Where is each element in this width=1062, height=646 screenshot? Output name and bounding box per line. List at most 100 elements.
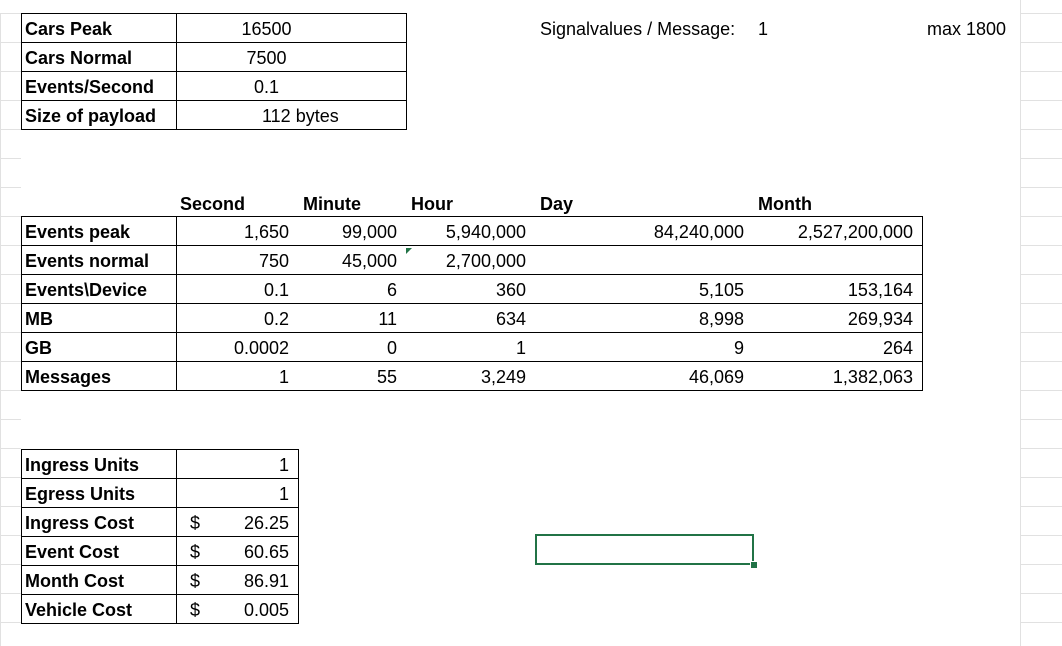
cost-value-ingress-cost[interactable]: 26.25 [243,513,289,533]
gridline-horizontal [0,245,21,246]
cell-events-peak-hour[interactable]: 5,940,000 [445,222,526,242]
cell-gb-hour[interactable]: 1 [515,338,526,358]
cost-label-event-cost[interactable]: Event Cost [25,542,120,562]
input-label-events-second[interactable]: Events/Second [25,77,155,97]
signal-value[interactable]: 1 [754,14,814,43]
cost-currency-vehicle-cost: $ [190,600,201,620]
cell-messages-second[interactable]: 1 [278,367,289,387]
gridline-horizontal [1020,332,1062,333]
input-label-payload-size[interactable]: Size of payload [25,106,157,126]
gridline-horizontal [1020,274,1062,275]
gridline-horizontal [1020,216,1062,217]
header-second[interactable]: Second [180,194,246,214]
cell-events-peak-minute[interactable]: 99,000 [341,222,397,242]
cell-events-device-minute[interactable]: 6 [386,280,397,300]
input-value-cars-normal[interactable]: 7500 [246,48,287,68]
gridline-horizontal [0,448,21,449]
gridline-horizontal [0,477,21,478]
cell-events-normal-hour[interactable]: 2,700,000 [445,251,526,271]
gridline-horizontal [1020,477,1062,478]
input-value-events-second[interactable]: 0.1 [253,77,280,97]
header-minute[interactable]: Minute [303,194,361,214]
gridline-horizontal [1020,158,1062,159]
gridline-horizontal [0,187,21,188]
gridline-horizontal [0,71,21,72]
gridline-horizontal [0,535,21,536]
input-label-cars-peak[interactable]: Cars Peak [25,19,113,39]
gridline-horizontal [1020,245,1062,246]
row-label-events-normal[interactable]: Events normal [25,251,150,271]
gridline-horizontal [1020,129,1062,130]
cell-messages-minute[interactable]: 55 [376,367,397,387]
cost-value-vehicle-cost[interactable]: 0.005 [243,600,289,620]
gridline-horizontal [1020,419,1062,420]
cell-messages-hour[interactable]: 3,249 [480,367,526,387]
cost-value-event-cost[interactable]: 60.65 [243,542,289,562]
cost-label-month-cost[interactable]: Month Cost [25,571,124,591]
gridline-vertical [1020,0,1021,646]
max-note[interactable]: max 1800 [927,19,1007,39]
cell-gb-day[interactable]: 9 [733,338,744,358]
cell-events-peak-month[interactable]: 2,527,200,000 [797,222,913,242]
row-label-events-device[interactable]: Events\Device [25,280,148,300]
cell-messages-day[interactable]: 46,069 [688,367,744,387]
cell-mb-day[interactable]: 8,998 [698,309,744,329]
gridline-horizontal [1020,593,1062,594]
cell-events-normal-month[interactable] [747,246,916,275]
gridline-horizontal [0,13,21,14]
gridline-horizontal [1020,448,1062,449]
cell-events-device-hour[interactable]: 360 [495,280,526,300]
cell-mb-second[interactable]: 0.2 [263,309,289,329]
gridline-horizontal [0,158,21,159]
row-label-mb[interactable]: MB [25,309,53,329]
gridline-horizontal [0,622,21,623]
signal-label[interactable]: Signalvalues / Message: [540,19,736,39]
fill-handle[interactable] [750,561,758,569]
cell-events-peak-second[interactable]: 1,650 [243,222,289,242]
row-label-gb[interactable]: GB [25,338,52,358]
cell-events-device-second[interactable]: 0.1 [263,280,289,300]
cost-currency-month-cost: $ [190,571,201,591]
gridline-horizontal [1020,506,1062,507]
cell-events-device-day[interactable]: 5,105 [698,280,744,300]
cell-gb-month[interactable]: 264 [882,338,913,358]
input-value-payload-size[interactable]: 112 bytes [262,106,339,126]
gridline-horizontal [0,593,21,594]
cost-label-vehicle-cost[interactable]: Vehicle Cost [25,600,133,620]
input-value-cars-peak[interactable]: 16500 [241,19,292,39]
cost-value-month-cost[interactable]: 86.91 [243,571,289,591]
cell-gb-minute[interactable]: 0 [386,338,397,358]
row-label-events-peak[interactable]: Events peak [25,222,131,242]
cell-gb-second[interactable]: 0.0002 [233,338,289,358]
gridline-horizontal [1020,303,1062,304]
header-month[interactable]: Month [758,194,812,214]
gridline-horizontal [1020,187,1062,188]
gridline-horizontal [1020,390,1062,391]
cost-value-ingress-units[interactable]: 1 [278,455,289,475]
cell-events-peak-day[interactable]: 84,240,000 [653,222,744,242]
cost-label-ingress-units[interactable]: Ingress Units [25,455,140,475]
input-label-cars-normal[interactable]: Cars Normal [25,48,133,68]
cell-mb-hour[interactable]: 634 [495,309,526,329]
cost-label-egress-units[interactable]: Egress Units [25,484,136,504]
cell-mb-month[interactable]: 269,934 [847,309,913,329]
cell-events-normal-day[interactable] [529,246,747,275]
cell-events-normal-second[interactable]: 750 [258,251,289,271]
row-label-messages[interactable]: Messages [25,367,112,387]
gridline-horizontal [1020,564,1062,565]
gridline-horizontal [0,42,21,43]
cost-label-ingress-cost[interactable]: Ingress Cost [25,513,135,533]
header-day[interactable]: Day [540,194,574,214]
comment-indicator-icon [406,248,412,254]
cell-mb-minute[interactable]: 11 [378,309,397,329]
cell-events-normal-minute[interactable]: 45,000 [341,251,397,271]
gridline-horizontal [0,564,21,565]
cell-messages-month[interactable]: 1,382,063 [832,367,913,387]
selected-cell[interactable] [535,534,754,565]
gridline-horizontal [1020,100,1062,101]
cell-events-device-month[interactable]: 153,164 [847,280,913,300]
cost-value-egress-units[interactable]: 1 [278,484,289,504]
gridline-horizontal [0,506,21,507]
header-hour[interactable]: Hour [411,194,453,214]
cost-currency-ingress-cost: $ [190,513,201,533]
